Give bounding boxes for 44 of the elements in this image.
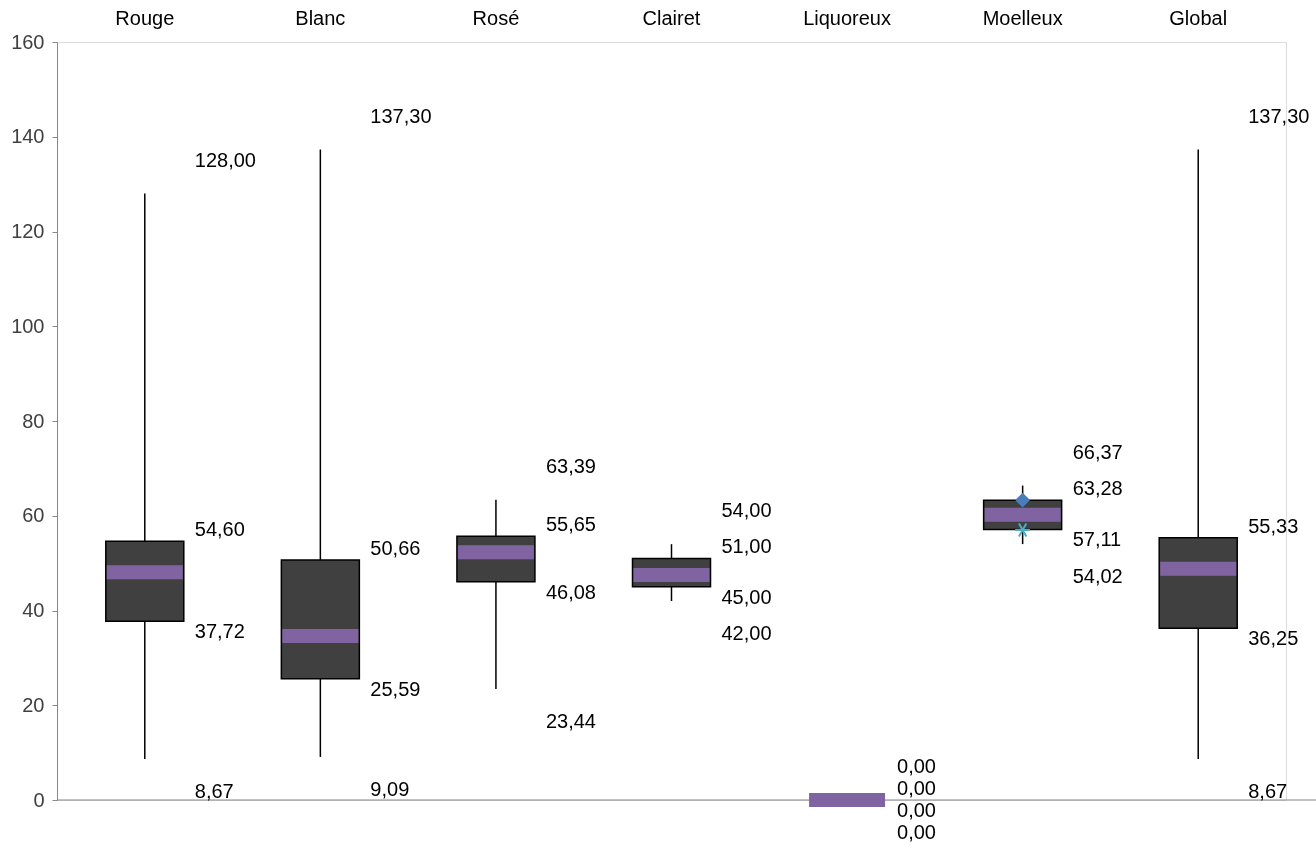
annotation: 63,28 [1072,477,1123,500]
annotation: 45,00 [721,585,772,608]
annotation: 63,39 [545,454,596,477]
annotation: 128,00 [194,148,256,171]
annotation: 137,30 [1248,104,1310,127]
annotation: 55,33 [1248,514,1299,537]
y-tick-label: 20 [22,693,45,716]
annotation: 57,11 [1072,528,1122,551]
x-tick-label: Clairet [642,6,701,29]
annotation: 54,60 [194,518,245,541]
annotation: 54,00 [721,499,772,522]
y-tick-label: 160 [11,30,45,53]
annotation: 37,72 [194,620,245,643]
annotation: 0,00 [897,777,937,799]
annotation: 55,65 [545,513,596,536]
annotation: 23,44 [545,709,596,732]
y-tick-label: 120 [11,220,45,242]
x-tick-label: Global [1169,6,1228,29]
y-tick-label: 140 [11,125,45,148]
annotation: 8,67 [1248,779,1288,802]
annotation: 51,00 [721,535,772,558]
annotation: 66,37 [1072,440,1123,463]
annotation: 36,25 [1248,627,1299,650]
y-tick-label: 100 [11,314,45,337]
annotation: 54,02 [1072,565,1123,588]
y-tick-label: 40 [22,599,45,621]
annotation: 0,00 [897,821,937,843]
annotation: 42,00 [721,622,772,645]
annotation: 25,59 [370,677,421,700]
annotation: 137,30 [370,104,432,127]
annotation: 9,09 [370,777,410,800]
y-tick-label: 0 [33,788,45,811]
x-tick-label: Blanc [295,6,346,29]
y-tick-label: 80 [22,409,45,432]
annotation: 8,67 [194,779,234,802]
x-tick-label: Rouge [115,6,175,29]
x-tick-label: Moelleux [982,6,1063,29]
annotation: 50,66 [370,537,421,559]
annotation: 0,00 [897,755,937,777]
y-tick-label: 60 [22,504,45,527]
x-tick-label: Rosé [472,6,520,29]
x-tick-label: Liquoreux [803,6,891,29]
annotation: 46,08 [545,580,596,603]
annotation: 0,00 [897,799,937,821]
